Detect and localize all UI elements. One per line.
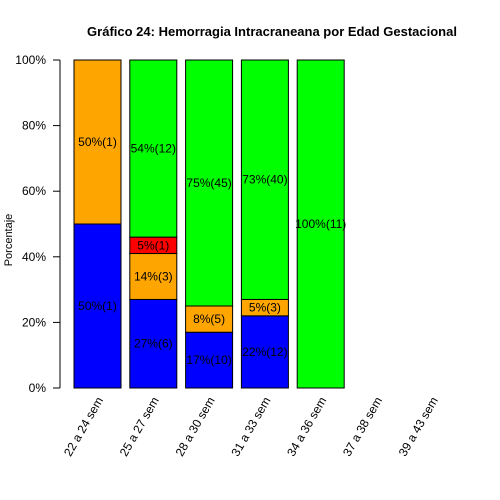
data-label: 8%(5) (193, 312, 225, 326)
bar-segment (185, 59, 234, 307)
y-tick-label: 60% (22, 184, 46, 198)
bar-segment (73, 59, 122, 225)
data-label: 17%(10) (186, 353, 231, 367)
data-label: 5%(1) (137, 238, 169, 252)
data-labels-group: 50%(1) 50%(1) 27%(6) 14%(3) 5%(1) 54%(12) 17%(… (78, 135, 346, 367)
bar-segment (240, 315, 289, 389)
data-label: 5%(3) (249, 301, 281, 315)
x-tick-label: 37 a 38 sem (340, 395, 385, 459)
bar-segment (296, 59, 345, 389)
data-label: 22%(12) (242, 345, 287, 359)
x-tick-label: 22 a 24 sem (61, 395, 106, 459)
bar-segment (185, 305, 234, 333)
x-tick-label: 25 a 27 sem (117, 395, 162, 459)
x-tick-label: 34 a 36 sem (284, 395, 329, 459)
x-tick-label: 28 a 30 sem (173, 395, 218, 459)
bars-group (73, 59, 345, 389)
data-label: 50%(1) (78, 299, 117, 313)
data-label: 75%(45) (186, 176, 231, 190)
y-tick-label: 0% (29, 381, 47, 395)
y-tick-label: 20% (22, 315, 46, 329)
y-tick-label: 100% (15, 53, 46, 67)
data-label: 73%(40) (242, 173, 287, 187)
bar-segment (129, 59, 178, 238)
x-tick-label: 31 a 33 sem (228, 395, 273, 459)
x-tick-label: 39 a 43 sem (396, 395, 441, 459)
y-tick-label: 80% (22, 119, 46, 133)
data-label: 100%(11) (295, 217, 346, 231)
y-axis-label: Porcentaje (3, 214, 15, 267)
chart-title: Gráfico 24: Hemorragia Intracraneana por… (87, 24, 457, 39)
bar-segment (240, 59, 289, 300)
y-tick-label: 40% (22, 250, 46, 264)
data-label: 27%(6) (134, 337, 173, 351)
bar-segment (129, 253, 178, 300)
data-label: 14%(3) (134, 269, 173, 283)
data-label: 54%(12) (131, 142, 176, 156)
y-axis: 0% 20% 40% 60% 80% 100% (15, 53, 61, 395)
x-axis: 22 a 24 sem 25 a 27 sem 28 a 30 sem 31 a 33… (61, 395, 441, 459)
bar-segment (73, 223, 122, 389)
bar-segment (185, 331, 234, 389)
data-label: 50%(1) (78, 135, 117, 149)
